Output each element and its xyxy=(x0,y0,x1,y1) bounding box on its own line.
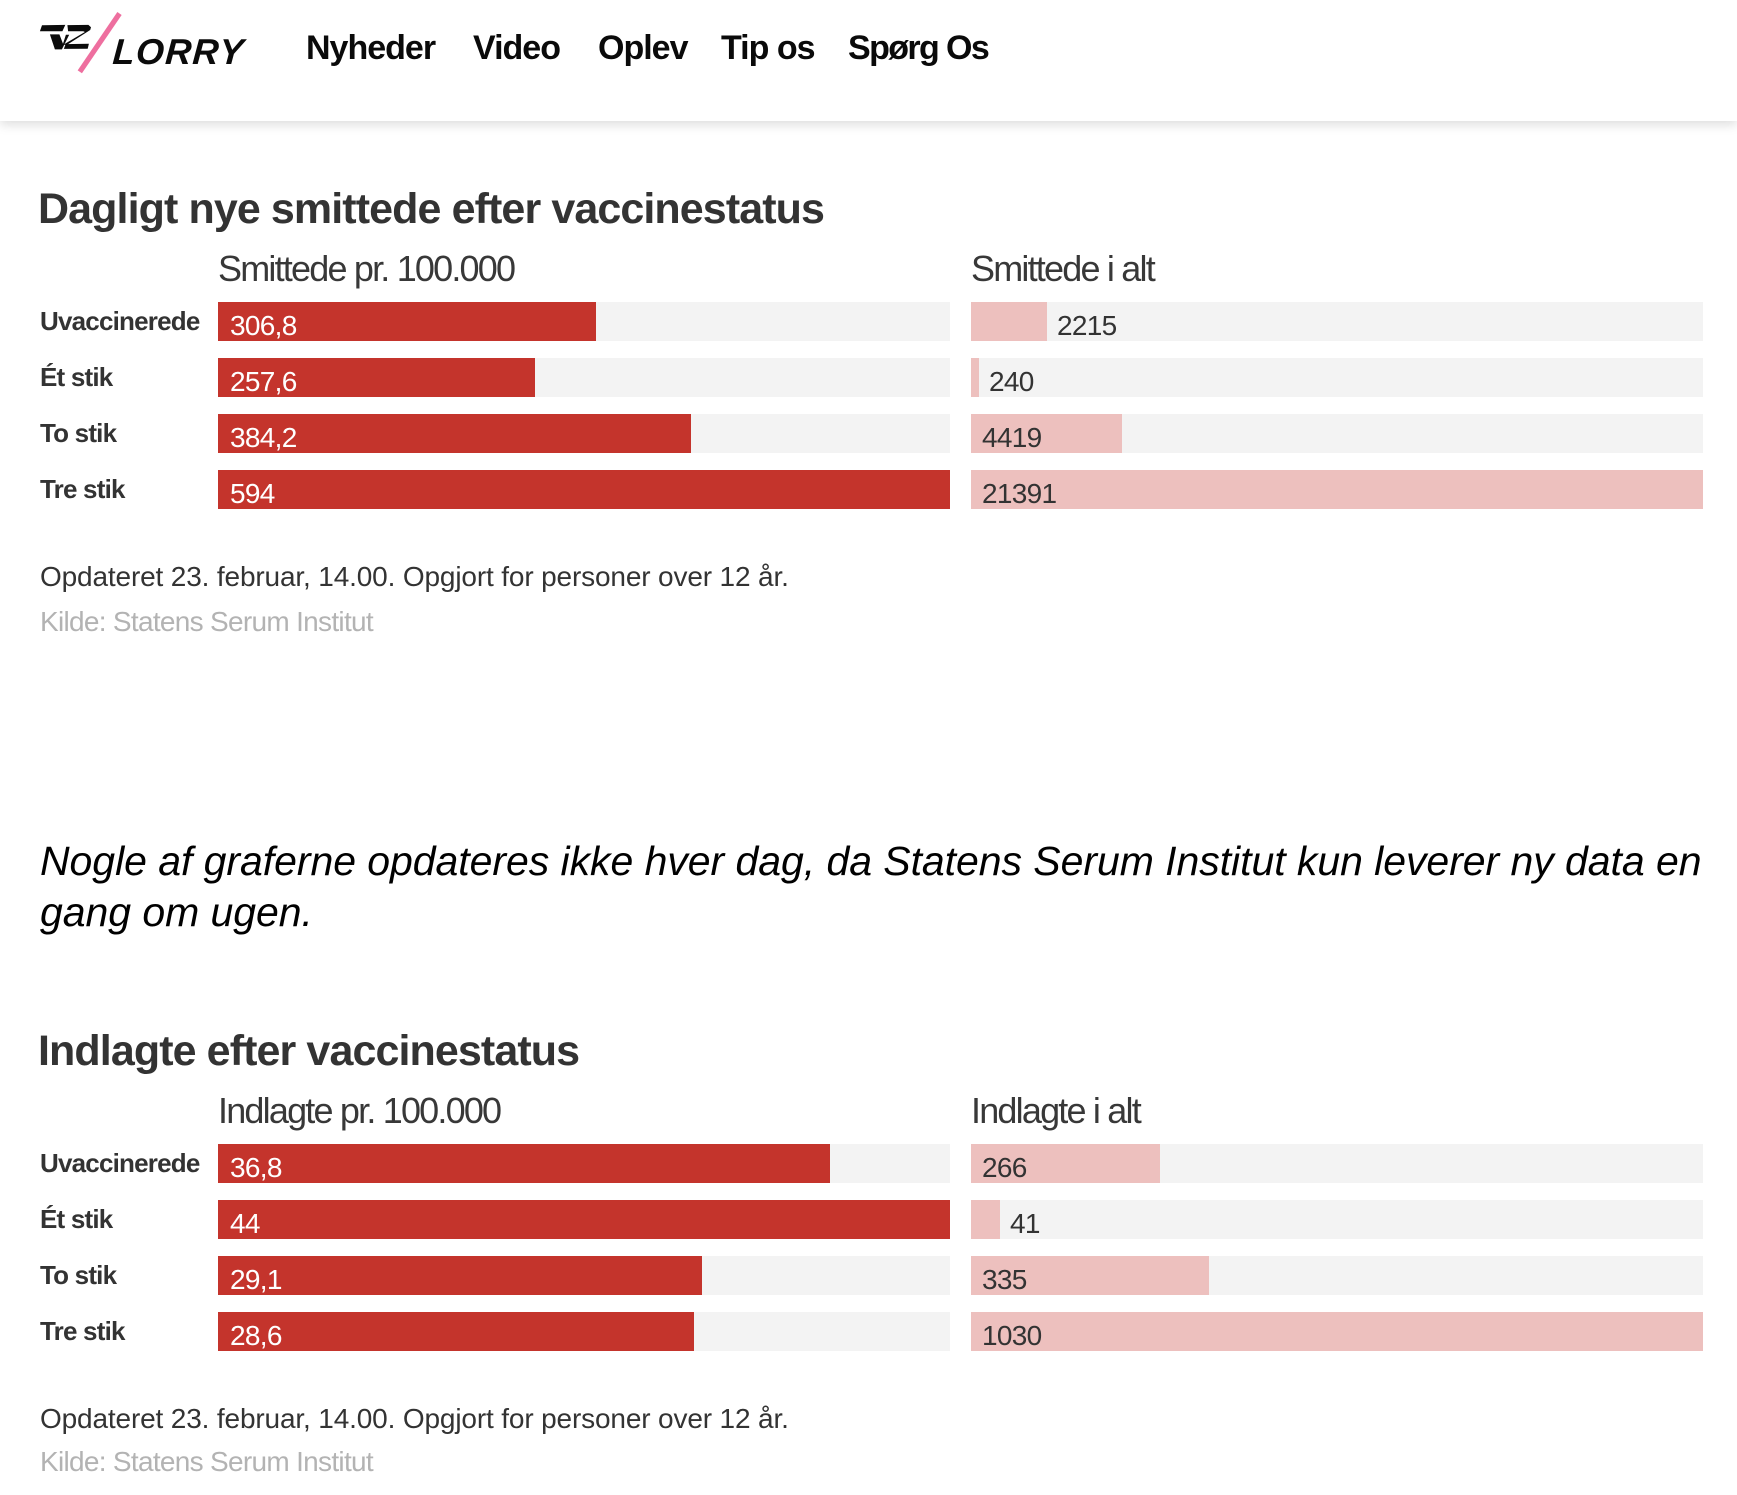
svg-text:LORRY: LORRY xyxy=(111,31,247,72)
